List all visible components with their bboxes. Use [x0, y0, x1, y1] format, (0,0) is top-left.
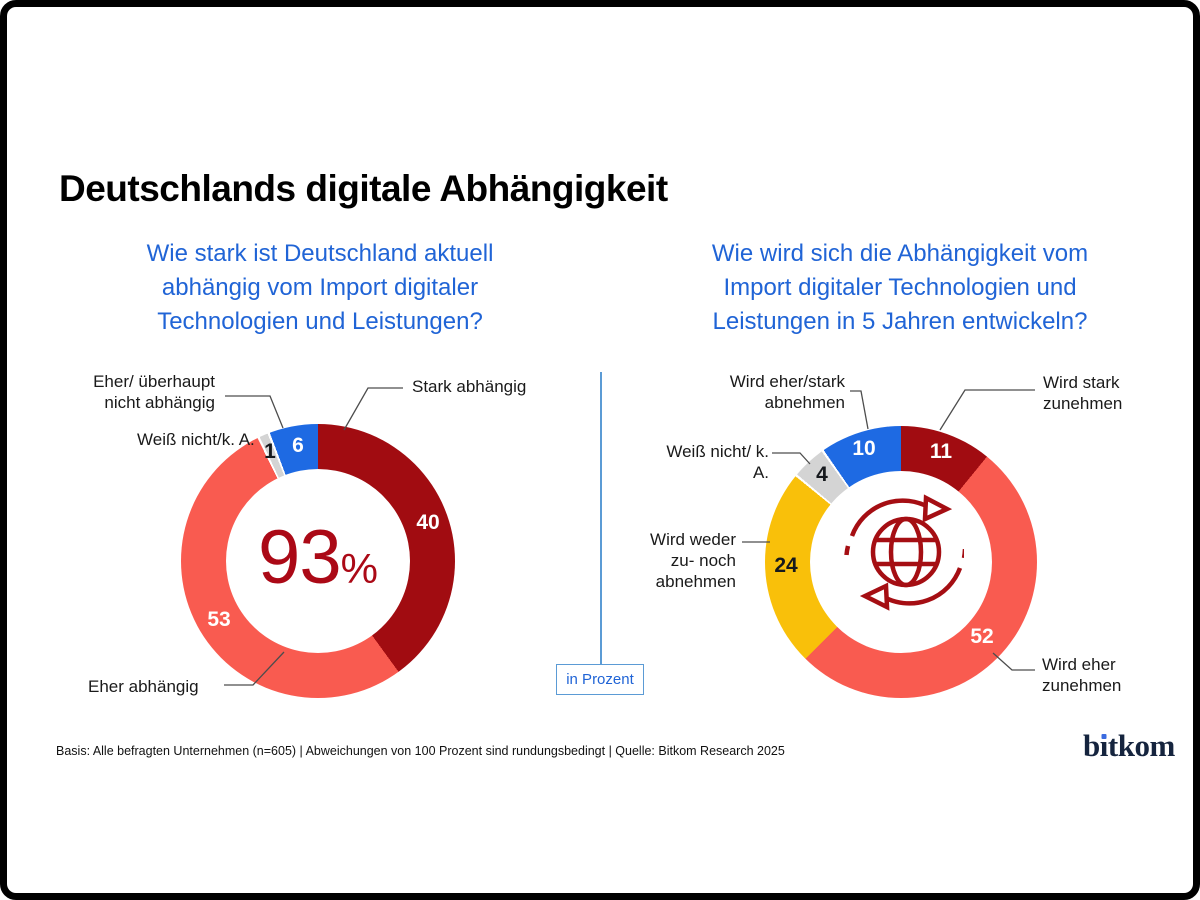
question-line: Wie stark ist Deutschland aktuell	[146, 240, 494, 267]
callout-line: Wird stark	[1043, 373, 1120, 392]
divider-line	[600, 372, 602, 664]
question-line: Wie wird sich die Abhängigkeit vom	[711, 240, 1089, 267]
percent-sign: %	[340, 545, 378, 593]
segment-value: 53	[207, 608, 231, 631]
callout-stark-abhaengig: Stark abhängig	[412, 376, 526, 397]
callout-line: zunehmen	[1042, 676, 1122, 695]
donut-chart-current-dependency	[181, 424, 455, 698]
question-line: Technologien und Leistungen?	[157, 308, 483, 335]
callout-wird-abnehmen: Wird eher/stark abnehmen	[700, 371, 845, 413]
question-left: Wie stark ist Deutschland aktuell abhäng…	[100, 237, 540, 339]
source-note: Basis: Alle befragten Unternehmen (n=605…	[56, 744, 785, 758]
callout-wird-stark-zunehmen: Wird stark zunehmen	[1043, 372, 1122, 414]
logo-text: b	[1083, 728, 1100, 763]
question-line: Leistungen in 5 Jahren entwickeln?	[712, 308, 1088, 335]
segment-value: 6	[292, 434, 304, 457]
callout-eher-abhaengig: Eher abhängig	[88, 676, 199, 697]
unit-label-box: in Prozent	[556, 664, 644, 695]
center-percentage: 93%	[258, 514, 378, 601]
page-title: Deutschlands digitale Abhängigkeit	[59, 168, 668, 209]
logo-i-dot	[1101, 733, 1107, 739]
callout-weiss-nicht-left: Weiß nicht/k. A.	[137, 429, 255, 450]
callout-line: Eher abhängig	[88, 677, 199, 696]
callout-line: Weiß nicht/k. A.	[137, 430, 255, 449]
segment-value: 24	[774, 554, 798, 577]
segment-value: 10	[852, 437, 876, 460]
logo-text: tkom	[1107, 728, 1175, 763]
callout-line: abnehmen	[655, 572, 736, 591]
callout-line: Stark abhängig	[412, 377, 527, 396]
callout-line: zu- noch	[670, 551, 736, 570]
unit-label: in Prozent	[566, 671, 634, 688]
logo-i: ı	[1099, 728, 1109, 763]
question-right: Wie wird sich die Abhängigkeit vom Impor…	[680, 237, 1120, 339]
question-line: Import digitaler Technologien und	[723, 274, 1077, 301]
callout-wird-weder: Wird weder zu- noch abnehmen	[632, 529, 736, 592]
callout-line: abnehmen	[764, 393, 845, 412]
callout-line: Wird eher	[1042, 655, 1116, 674]
callout-line: nicht abhängig	[104, 393, 215, 412]
segment-value: 52	[970, 625, 994, 648]
callout-line: Eher/ überhaupt	[93, 372, 215, 391]
logo-text: ı	[1099, 728, 1109, 763]
segment-value: 4	[816, 463, 828, 486]
callout-line: Wird eher/stark	[729, 372, 845, 391]
bitkom-logo: bı tkom	[1083, 729, 1175, 763]
callout-wird-eher-zunehmen: Wird eher zunehmen	[1042, 654, 1121, 696]
question-line: abhängig vom Import digitaler	[161, 274, 479, 301]
segment-value: 40	[416, 511, 440, 534]
callout-line: Wird weder	[650, 530, 736, 549]
segment-value: 11	[929, 440, 953, 463]
segment-value: 1	[264, 440, 276, 463]
callout-nicht-abhaengig: Eher/ überhaupt nicht abhängig	[62, 371, 215, 413]
callout-weiss-nicht-right: Weiß nicht/ k. A.	[650, 441, 769, 483]
center-percentage-value: 93	[258, 515, 342, 601]
callout-line: zunehmen	[1043, 394, 1123, 413]
callout-line: Weiß nicht/ k. A.	[666, 442, 769, 482]
globe-sync-icon	[844, 494, 964, 611]
donut-hole	[226, 469, 410, 653]
